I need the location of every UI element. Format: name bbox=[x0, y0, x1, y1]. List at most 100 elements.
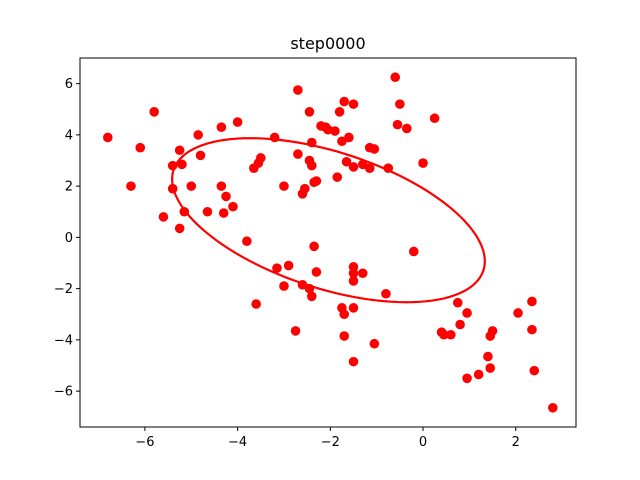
y-tick-label: 4 bbox=[65, 128, 73, 143]
scatter-point bbox=[174, 145, 185, 156]
scatter-point bbox=[369, 144, 380, 154]
scatter-point bbox=[452, 297, 463, 308]
scatter-point bbox=[242, 236, 252, 247]
scatter-point bbox=[135, 142, 146, 153]
scatter-point bbox=[269, 132, 280, 143]
plot-frame bbox=[79, 57, 577, 428]
scatter-point bbox=[279, 181, 289, 191]
scatter-point bbox=[193, 130, 204, 140]
y-tick-label: −4 bbox=[54, 333, 73, 348]
scatter-point bbox=[218, 208, 229, 218]
scatter-point bbox=[126, 181, 136, 191]
scatter-point bbox=[348, 268, 359, 279]
scatter-point bbox=[216, 181, 227, 191]
scatter-point bbox=[332, 172, 343, 182]
scatter-point bbox=[306, 137, 317, 148]
scatter-point bbox=[272, 263, 282, 273]
scatter-point bbox=[348, 99, 359, 109]
scatter-point bbox=[290, 326, 301, 336]
scatter-point bbox=[529, 365, 540, 376]
y-tick-label: 6 bbox=[65, 77, 73, 92]
scatter-point bbox=[383, 163, 394, 173]
scatter-point bbox=[300, 183, 310, 194]
scatter-point bbox=[255, 153, 266, 163]
scatter-point bbox=[348, 276, 359, 286]
scatter-point bbox=[487, 326, 498, 336]
y-tick-label: 2 bbox=[65, 180, 73, 195]
scatter-point bbox=[228, 201, 238, 212]
scatter-point bbox=[311, 267, 322, 277]
scatter-point bbox=[306, 291, 317, 302]
scatter-point bbox=[418, 158, 428, 168]
scatter-point bbox=[339, 309, 350, 320]
x-tick-label: −6 bbox=[135, 435, 154, 450]
scatter-point bbox=[293, 85, 303, 95]
scatter-point bbox=[311, 176, 322, 186]
scatter-point bbox=[485, 363, 496, 373]
scatter-point bbox=[364, 163, 375, 173]
scatter-point bbox=[395, 99, 405, 109]
scatter-point bbox=[339, 96, 350, 107]
scatter-point bbox=[455, 319, 465, 330]
scatter-point bbox=[344, 132, 354, 143]
scatter-point bbox=[392, 119, 403, 130]
scatter-point bbox=[177, 159, 187, 170]
scatter-point bbox=[429, 113, 440, 124]
scatter-point bbox=[149, 107, 159, 117]
scatter-point bbox=[306, 160, 317, 171]
scatter-point bbox=[348, 162, 359, 172]
scatter-point bbox=[304, 107, 315, 117]
scatter-point bbox=[158, 212, 169, 222]
scatter-point bbox=[408, 246, 419, 257]
scatter-point bbox=[357, 268, 368, 279]
scatter-point bbox=[513, 308, 523, 318]
scatter-point bbox=[446, 329, 456, 340]
scatter-point bbox=[279, 281, 289, 291]
scatter-point bbox=[334, 107, 345, 117]
scatter-point bbox=[390, 72, 401, 83]
scatter-point bbox=[179, 206, 190, 217]
scatter-point bbox=[348, 356, 359, 367]
y-tick-label: −6 bbox=[54, 385, 73, 400]
scatter-point bbox=[221, 191, 231, 202]
scatter-point bbox=[202, 206, 213, 217]
covariance-ellipse bbox=[170, 137, 486, 304]
y-tick-label: −2 bbox=[54, 282, 73, 297]
scatter-point bbox=[439, 329, 449, 340]
scatter-point bbox=[381, 288, 391, 299]
scatter-point bbox=[527, 324, 537, 335]
x-tick-label: −2 bbox=[321, 435, 340, 450]
scatter-point bbox=[167, 183, 178, 194]
scatter-point bbox=[348, 303, 359, 313]
scatter-point bbox=[304, 283, 315, 294]
plot-marks bbox=[103, 72, 558, 413]
scatter-point bbox=[473, 369, 484, 380]
scatter-point bbox=[216, 122, 227, 132]
scatter-point bbox=[293, 149, 303, 159]
scatter-point bbox=[527, 296, 537, 307]
x-tick-label: 2 bbox=[512, 435, 520, 450]
scatter-point bbox=[186, 181, 197, 191]
x-tick-label: 0 bbox=[419, 435, 427, 450]
scatter-point bbox=[103, 132, 113, 143]
scatter-point bbox=[167, 160, 178, 171]
scatter-point bbox=[283, 260, 294, 271]
scatter-point bbox=[330, 126, 340, 136]
scatter-point bbox=[174, 223, 185, 234]
scatter-point bbox=[369, 338, 380, 349]
scatter-point bbox=[462, 373, 472, 384]
scatter-point bbox=[309, 241, 319, 252]
scatter-point bbox=[548, 402, 558, 413]
axes: −6 −4 −2 0 2 −6 −4 −2 0 2 4 6 bbox=[54, 77, 520, 450]
scatter-point bbox=[232, 117, 243, 127]
scatter-point bbox=[341, 156, 352, 167]
x-tick-label: −4 bbox=[228, 435, 247, 450]
scatter-point bbox=[251, 299, 261, 309]
scatter-point bbox=[462, 308, 472, 318]
chart-title: step0000 bbox=[290, 34, 365, 53]
scatter-point bbox=[195, 150, 206, 161]
scatter-point bbox=[402, 123, 412, 134]
y-tick-label: 0 bbox=[65, 231, 73, 246]
